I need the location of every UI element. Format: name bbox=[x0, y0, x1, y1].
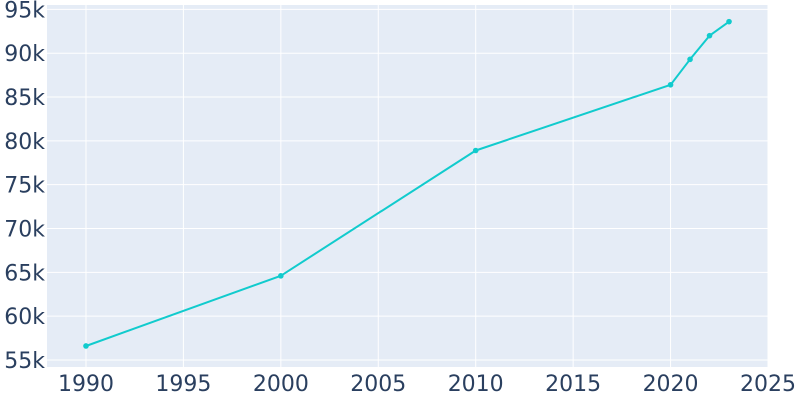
x-tick-label: 2000 bbox=[253, 372, 309, 397]
data-point bbox=[706, 32, 713, 39]
y-tick-label: 90k bbox=[4, 42, 45, 67]
data-point bbox=[667, 81, 674, 88]
y-tick-label: 65k bbox=[4, 261, 45, 286]
y-tick-label: 85k bbox=[4, 86, 45, 111]
plot-area bbox=[47, 5, 768, 367]
y-axis: 55k 60k 65k 70k 75k 80k 85k 90k 95k bbox=[4, 0, 45, 374]
data-point bbox=[472, 147, 479, 154]
x-tick-label: 2020 bbox=[643, 372, 699, 397]
y-tick-label: 55k bbox=[4, 349, 45, 374]
x-gridlines bbox=[85, 5, 769, 367]
x-tick-label: 2010 bbox=[448, 372, 504, 397]
y-tick-label: 60k bbox=[4, 305, 45, 330]
series-layer bbox=[83, 18, 732, 349]
y-tick-label: 75k bbox=[4, 174, 45, 199]
x-tick-label: 1995 bbox=[155, 372, 211, 397]
data-point bbox=[278, 273, 284, 279]
x-tick-label: 1990 bbox=[58, 372, 114, 397]
y-tick-label: 70k bbox=[4, 218, 45, 243]
x-tick-label: 2015 bbox=[545, 372, 601, 397]
y-gridlines bbox=[47, 8, 768, 361]
x-axis: 1990 1995 2000 2005 2010 2015 2020 2025 bbox=[58, 372, 796, 397]
data-point bbox=[83, 343, 89, 349]
x-tick-label: 2005 bbox=[350, 372, 406, 397]
x-tick-label: 2025 bbox=[740, 372, 796, 397]
y-tick-label: 95k bbox=[4, 0, 45, 23]
y-tick-label: 80k bbox=[4, 130, 45, 155]
data-point bbox=[687, 56, 693, 63]
data-point bbox=[726, 18, 732, 25]
